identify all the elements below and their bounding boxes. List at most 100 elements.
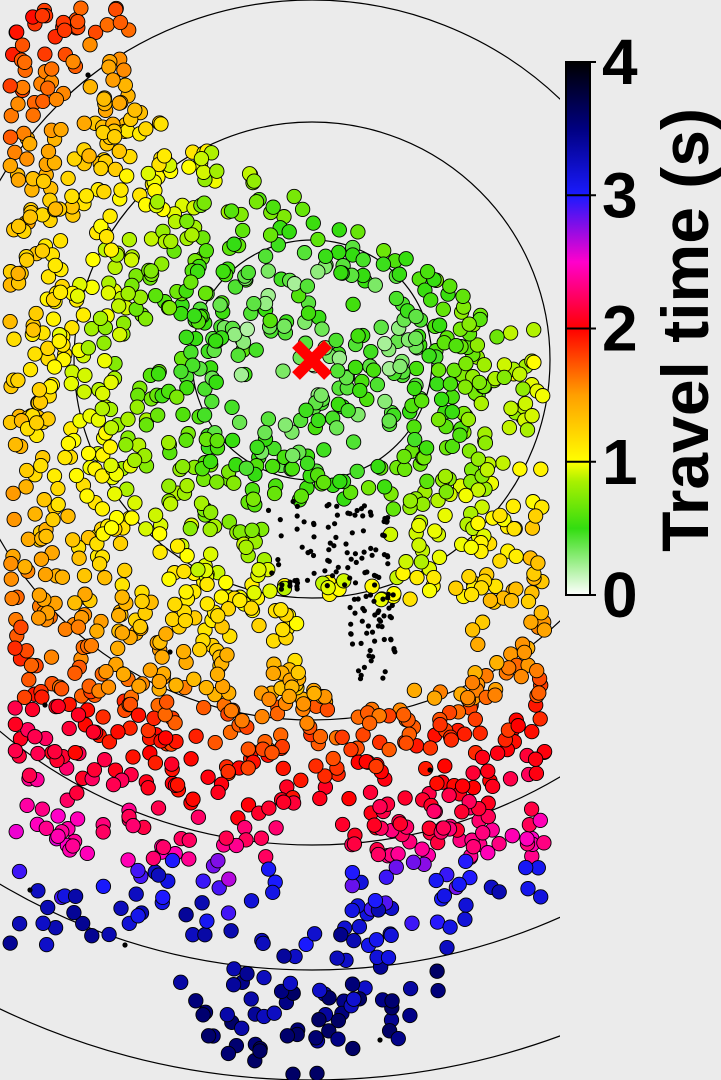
station-point — [118, 437, 134, 453]
station-point — [7, 436, 24, 453]
station-point — [3, 108, 19, 124]
station-point — [402, 591, 418, 607]
unrecorded-station-point — [329, 573, 336, 579]
station-point — [388, 859, 404, 875]
station-point — [311, 1012, 327, 1028]
station-point — [224, 432, 241, 449]
station-point — [363, 343, 379, 360]
unrecorded-station-point — [349, 641, 356, 647]
station-point — [419, 473, 435, 489]
station-point — [91, 556, 108, 572]
station-point — [220, 763, 236, 780]
station-point — [361, 715, 378, 731]
station-point — [66, 151, 83, 167]
station-point — [195, 164, 212, 180]
unrecorded-station-point — [347, 604, 353, 611]
station-point — [112, 535, 129, 552]
station-point — [67, 888, 84, 904]
station-point — [123, 252, 140, 268]
station-point — [333, 927, 349, 943]
station-point — [418, 440, 435, 456]
station-point — [470, 636, 486, 653]
station-point — [31, 610, 47, 626]
unrecorded-station-point — [324, 503, 330, 509]
station-point — [181, 832, 197, 848]
station-point — [111, 298, 127, 314]
unrecorded-station-point — [373, 547, 379, 553]
station-point — [437, 758, 453, 774]
unrecorded-station-point — [385, 561, 391, 567]
station-point — [35, 915, 51, 931]
station-point — [261, 800, 277, 816]
unrecorded-station-point — [299, 544, 305, 550]
station-point — [223, 923, 239, 939]
station-point — [95, 878, 112, 895]
station-point — [316, 442, 332, 458]
station-point — [34, 801, 51, 817]
station-point — [300, 305, 317, 321]
station-point — [533, 461, 549, 477]
station-point — [209, 163, 225, 179]
station-point — [17, 559, 33, 575]
station-point — [7, 716, 24, 732]
station-point — [10, 218, 27, 234]
station-point — [433, 391, 450, 407]
station-point — [316, 474, 332, 491]
station-point — [476, 357, 492, 373]
station-point — [190, 562, 206, 578]
station-point — [234, 713, 250, 729]
station-point — [281, 688, 297, 705]
station-point — [234, 1020, 250, 1036]
station-point — [239, 966, 255, 982]
station-point — [489, 329, 505, 345]
station-point — [414, 393, 430, 409]
station-point — [502, 325, 519, 341]
station-point — [293, 772, 309, 788]
station-point — [147, 287, 164, 304]
station-point — [40, 899, 56, 916]
station-point — [43, 649, 60, 665]
station-point — [524, 408, 540, 424]
unrecorded-station-point — [355, 668, 362, 674]
station-point — [178, 432, 194, 448]
station-point — [479, 462, 495, 478]
station-point — [76, 384, 92, 400]
station-point — [11, 916, 28, 932]
station-point — [444, 438, 461, 455]
station-point — [448, 337, 464, 354]
station-point — [2, 78, 18, 94]
unrecorded-station-point — [326, 547, 332, 553]
station-point — [380, 949, 397, 966]
station-point — [95, 709, 111, 725]
station-point — [464, 622, 481, 638]
station-point — [310, 264, 326, 280]
station-point — [34, 8, 51, 24]
station-point — [377, 335, 393, 352]
station-point — [527, 508, 544, 524]
station-point — [110, 724, 126, 740]
station-point — [198, 243, 214, 259]
station-point — [350, 328, 366, 344]
station-point — [30, 745, 46, 762]
station-point — [276, 948, 292, 964]
station-point — [460, 411, 477, 428]
station-point — [22, 209, 38, 225]
station-point — [264, 745, 280, 761]
station-point — [73, 0, 89, 16]
unrecorded-station-point — [287, 579, 293, 585]
station-point — [527, 751, 544, 767]
station-point — [209, 474, 225, 490]
station-point — [240, 741, 256, 757]
station-point — [128, 886, 144, 902]
station-point — [477, 435, 494, 451]
station-point — [349, 463, 365, 480]
station-point — [279, 1028, 296, 1044]
station-point — [138, 121, 154, 137]
station-point — [6, 511, 22, 528]
station-point — [432, 716, 448, 733]
station-point — [100, 285, 117, 301]
station-point — [299, 455, 316, 472]
station-point — [245, 491, 262, 507]
station-point — [536, 835, 552, 851]
station-point — [290, 664, 306, 681]
